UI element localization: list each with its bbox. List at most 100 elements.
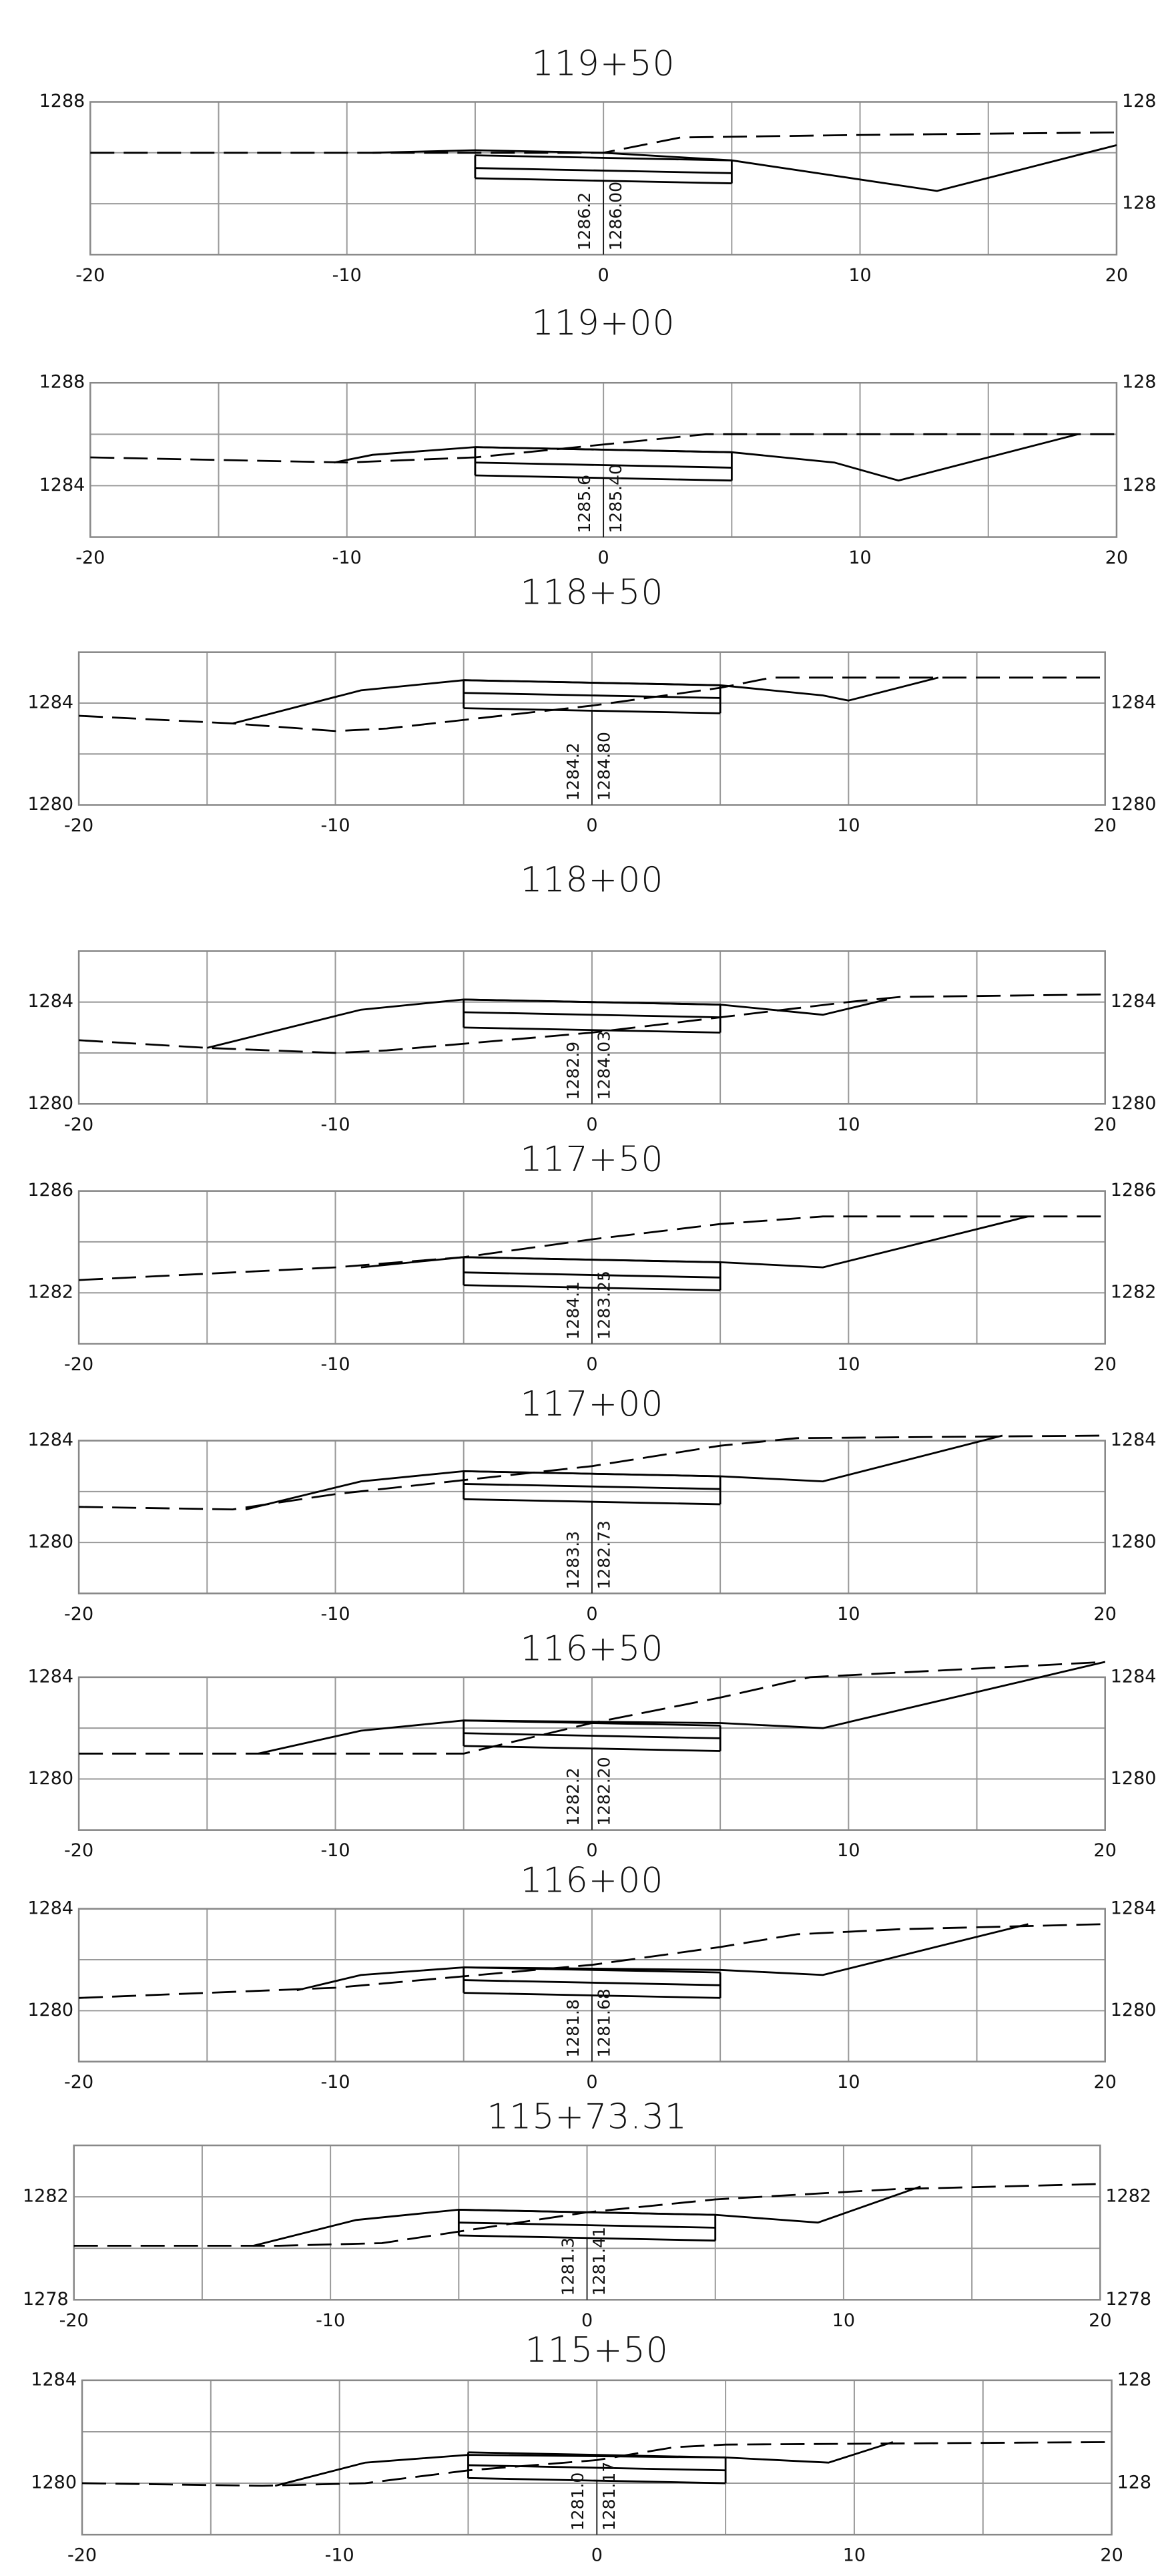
x-tick-label: 20 xyxy=(1105,265,1128,286)
cross-section: 119+50 -20 -10 0 10 20 1288 128 128 1286.2 1286.00 xyxy=(39,43,1156,285)
section-title: 118+50 xyxy=(520,573,663,613)
x-tick-label: 10 xyxy=(837,1354,860,1375)
y-tick-label: 1284 xyxy=(27,1898,73,1918)
ground-profile xyxy=(372,144,1117,192)
dashed-profile xyxy=(90,433,1117,464)
x-tick-label: -20 xyxy=(64,1604,93,1625)
y2-tick-label: 128 xyxy=(1117,2473,1152,2493)
section-title: 117+50 xyxy=(520,1139,663,1179)
elevation-label: 1282.73 xyxy=(595,1520,614,1589)
template-line xyxy=(475,167,732,174)
y2-tick-label: 128 xyxy=(1122,193,1156,214)
elevation-label: 1283.25 xyxy=(595,1271,614,1339)
x-tick-label: 0 xyxy=(586,2072,597,2093)
y-tick-label: 1284 xyxy=(31,2369,77,2390)
elevation-label: 1281.41 xyxy=(589,2227,609,2296)
cross-section: 117+00 -20 -10 0 10 20 1284 1280 1284 1280 1283.3 1… xyxy=(27,1384,1156,1625)
x-tick-label: -10 xyxy=(332,548,362,568)
y-tick-label: 1288 xyxy=(39,91,85,112)
elevation-label: 1282.9 xyxy=(563,1042,583,1100)
elevation-label: 1284.80 xyxy=(595,732,614,801)
x-tick-label: -20 xyxy=(64,2072,93,2093)
x-tick-label: -10 xyxy=(320,1114,350,1135)
x-tick-label: 20 xyxy=(1094,1114,1117,1135)
cross-section: 115+73.31 -20 -10 0 10 20 1282 1278 1282 1278 1281… xyxy=(23,2097,1151,2331)
elevation-label: 1281.68 xyxy=(595,1988,614,2057)
x-tick-label: 10 xyxy=(837,2072,860,2093)
y2-tick-label: 1284 xyxy=(1111,1898,1156,1918)
cross-section: 118+50 -20 -10 0 10 20 1284 1280 1284 1280 1284.2 1… xyxy=(27,573,1156,836)
section-title: 117+00 xyxy=(520,1384,663,1424)
x-tick-label: 0 xyxy=(598,265,609,286)
cross-section: 119+00 -20 -10 0 10 20 1288 1284 128 128 1285.6 128… xyxy=(39,303,1156,568)
template-line xyxy=(459,2234,715,2242)
x-tick-label: 10 xyxy=(837,815,860,836)
y-tick-label: 1280 xyxy=(27,794,73,815)
y-tick-label: 1280 xyxy=(27,1532,73,1552)
y-tick-label: 1278 xyxy=(23,2289,69,2310)
template-line xyxy=(475,154,732,162)
section-title: 119+00 xyxy=(532,303,675,343)
x-tick-label: -10 xyxy=(320,1354,350,1375)
x-tick-label: 0 xyxy=(586,815,597,836)
x-tick-label: -10 xyxy=(332,265,362,286)
x-tick-label: 20 xyxy=(1094,2072,1117,2093)
x-tick-label: -20 xyxy=(75,265,105,286)
elevation-label: 1285.6 xyxy=(575,475,594,533)
elevation-label: 1281.0 xyxy=(568,2473,587,2531)
y2-tick-label: 1280 xyxy=(1111,1093,1156,1114)
section-title: 116+00 xyxy=(520,1860,663,1900)
template-line xyxy=(463,1979,721,1986)
x-tick-label: 10 xyxy=(848,265,871,286)
ground-profile xyxy=(274,2441,894,2487)
x-tick-label: 0 xyxy=(586,1354,597,1375)
x-tick-label: 0 xyxy=(586,1114,597,1135)
y2-tick-label: 1280 xyxy=(1111,2000,1156,2020)
ground-profile xyxy=(334,433,1079,482)
dashed-profile xyxy=(90,131,1117,154)
elevation-label: 1284.03 xyxy=(595,1031,614,1100)
y-tick-label: 1280 xyxy=(31,2473,77,2493)
section-title: 119+50 xyxy=(532,43,675,83)
elevation-label: 1286.00 xyxy=(606,182,625,250)
y-tick-label: 1284 xyxy=(27,1666,73,1687)
y2-tick-label: 1282 xyxy=(1111,1282,1156,1303)
plot-frame xyxy=(73,2144,1101,2301)
y2-tick-label: 1280 xyxy=(1111,1768,1156,1789)
y-tick-label: 1288 xyxy=(39,372,85,393)
y2-tick-label: 128 xyxy=(1117,2369,1152,2390)
y-tick-label: 1282 xyxy=(27,1282,73,1303)
x-tick-label: 20 xyxy=(1094,815,1117,836)
elevation-label: 1285.40 xyxy=(606,464,625,533)
template-line xyxy=(463,1732,721,1739)
y-tick-label: 1284 xyxy=(27,1430,73,1450)
x-tick-label: 20 xyxy=(1094,1354,1117,1375)
y2-tick-label: 1284 xyxy=(1111,692,1156,712)
x-tick-label: -10 xyxy=(320,2072,350,2093)
section-title: 116+50 xyxy=(520,1629,663,1669)
x-tick-label: 10 xyxy=(837,1114,860,1135)
x-tick-label: -20 xyxy=(64,1354,93,1375)
x-tick-label: 20 xyxy=(1105,548,1128,568)
y-tick-label: 1280 xyxy=(27,1768,73,1789)
elevation-label: 1286.2 xyxy=(575,192,594,250)
ground-profile xyxy=(232,676,939,724)
y2-tick-label: 1278 xyxy=(1105,2289,1151,2310)
ground-profile xyxy=(253,2185,921,2247)
x-tick-label: -20 xyxy=(64,1840,93,1861)
x-tick-label: 0 xyxy=(598,548,609,568)
y-tick-label: 1284 xyxy=(39,475,85,495)
y2-tick-label: 1280 xyxy=(1111,794,1156,815)
y-tick-label: 1280 xyxy=(27,1093,73,1114)
dashed-profile xyxy=(79,1923,1105,1999)
template-line xyxy=(468,2464,726,2472)
y2-tick-label: 1284 xyxy=(1111,1666,1156,1687)
template-line xyxy=(463,1483,721,1490)
ground-profile xyxy=(258,1661,1106,1755)
elevation-label: 1284.2 xyxy=(563,742,583,801)
y2-tick-label: 128 xyxy=(1122,91,1156,112)
template-line xyxy=(463,1271,721,1279)
y-tick-label: 1280 xyxy=(27,2000,73,2020)
y-tick-label: 1284 xyxy=(27,991,73,1012)
